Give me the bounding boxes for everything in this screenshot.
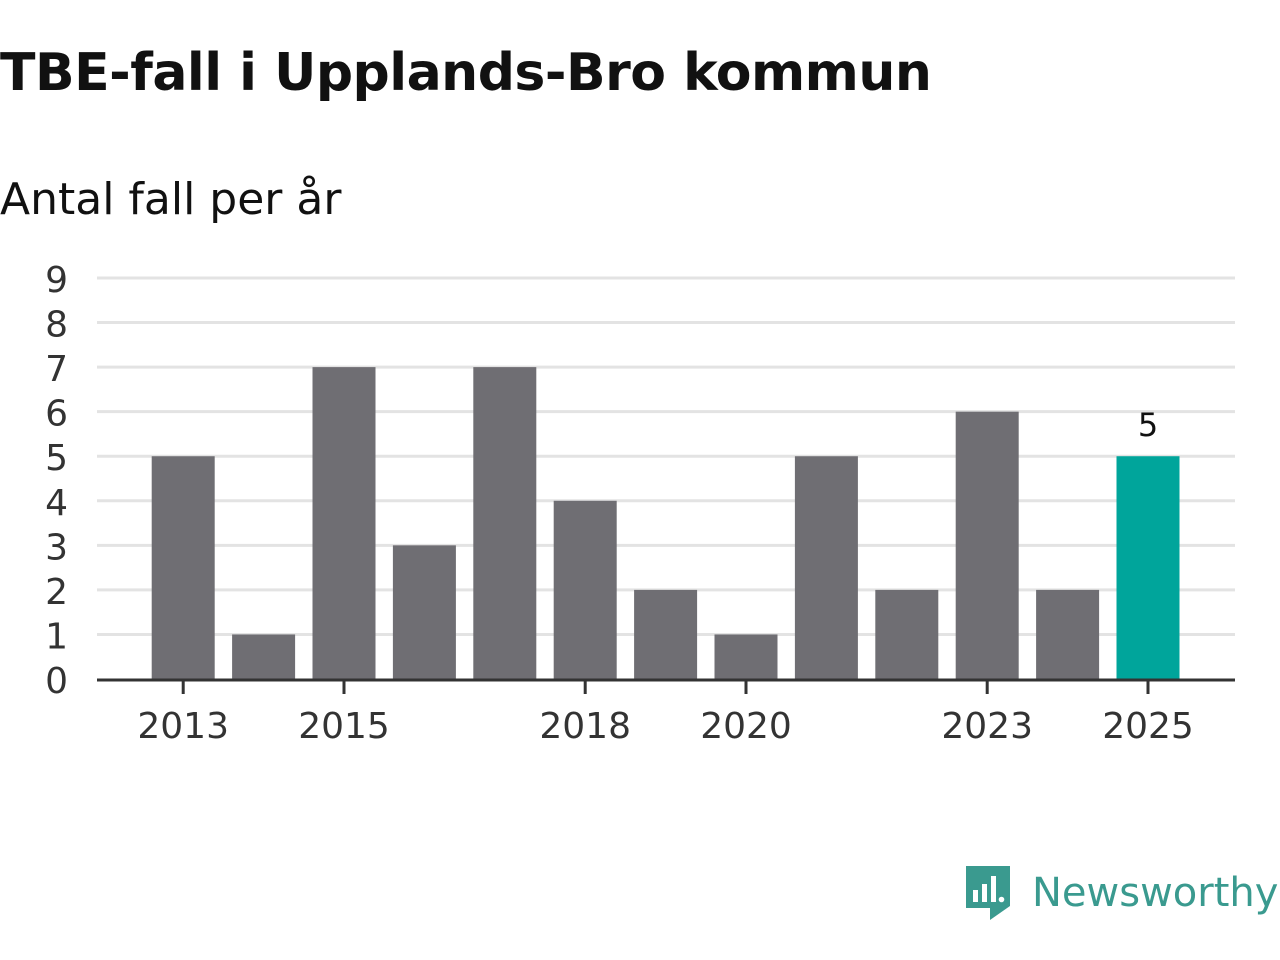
newsworthy-brand: Newsworthy (962, 862, 1278, 924)
bar (151, 456, 215, 679)
bar (232, 634, 296, 679)
brand-name: Newsworthy (1032, 870, 1279, 916)
y-tick-label: 2 (45, 572, 68, 613)
bar (392, 545, 456, 679)
newsworthy-logo-icon (966, 866, 1010, 920)
x-tick-label: 2023 (941, 706, 1033, 747)
chart-subtitle: Antal fall per år (0, 174, 342, 225)
bar (1116, 456, 1180, 679)
bar (473, 367, 537, 679)
x-axis-ticks: 2013 2015 2018 2020 2023 2025 (137, 680, 1194, 747)
y-tick-label: 1 (45, 616, 68, 657)
bar (955, 411, 1019, 679)
data-label: 5 (1138, 406, 1158, 444)
x-tick-label: 2015 (298, 706, 390, 747)
bar (553, 500, 617, 679)
y-tick-label: 0 (45, 661, 68, 702)
bar (875, 589, 939, 679)
y-tick-label: 9 (45, 260, 68, 301)
bar (634, 589, 698, 679)
y-tick-label: 7 (45, 349, 68, 390)
x-tick-label: 2018 (539, 706, 631, 747)
bar (1036, 589, 1100, 679)
y-tick-label: 4 (45, 483, 68, 524)
grid-lines (97, 276, 1235, 636)
bar (714, 634, 778, 679)
chart-title: TBE-fall i Upplands-Bro kommun (0, 43, 932, 103)
bars (151, 367, 1180, 679)
bar (312, 367, 376, 679)
x-tick-label: 2025 (1102, 706, 1194, 747)
data-labels: 5 (1138, 406, 1158, 444)
x-tick-label: 2020 (700, 706, 792, 747)
y-tick-label: 3 (45, 527, 68, 568)
y-tick-label: 5 (45, 438, 68, 479)
bar (794, 456, 858, 679)
y-tick-label: 6 (45, 394, 68, 435)
x-tick-label: 2013 (137, 706, 229, 747)
y-tick-label: 8 (45, 305, 68, 346)
